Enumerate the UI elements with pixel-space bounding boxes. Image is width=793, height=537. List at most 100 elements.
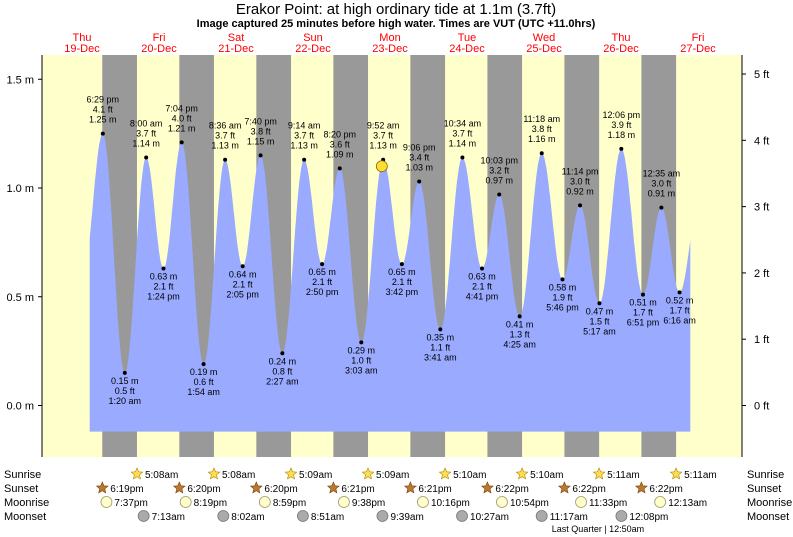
moonset-time: 7:13am bbox=[152, 512, 185, 523]
high-tide-label: 0.97 m bbox=[485, 176, 513, 186]
high-tide-point bbox=[539, 151, 544, 156]
moonset-time: 8:51am bbox=[311, 512, 344, 523]
low-tide-label: 1.7 ft bbox=[633, 308, 654, 318]
high-tide-label: 1.13 m bbox=[211, 141, 239, 151]
sunset-icon bbox=[172, 481, 186, 494]
low-tide-label: 0.41 m bbox=[506, 319, 534, 329]
high-tide-label: 1.13 m bbox=[369, 141, 397, 151]
low-tide-label: 6:51 pm bbox=[627, 318, 660, 328]
sunrise-icon bbox=[361, 467, 375, 480]
high-tide-label: 1.03 m bbox=[405, 162, 433, 172]
low-tide-label: 0.52 m bbox=[666, 295, 694, 305]
moonset-time: 12:08pm bbox=[629, 512, 668, 523]
high-tide-label: 1.15 m bbox=[247, 136, 275, 146]
high-tide-point bbox=[100, 131, 105, 136]
low-tide-label: 0.65 m bbox=[388, 267, 416, 277]
moonrise-icon bbox=[575, 496, 587, 508]
high-tide-point bbox=[460, 155, 465, 160]
low-tide-label: 0.19 m bbox=[190, 367, 218, 377]
low-tide-point bbox=[560, 277, 565, 282]
high-tide-label: 8:20 pm bbox=[323, 129, 356, 139]
low-tide-label: 1:24 pm bbox=[147, 291, 180, 301]
high-tide-label: 12:06 pm bbox=[603, 110, 641, 120]
sunset-icon bbox=[557, 481, 571, 494]
day-labels: Thu19-DecFri20-DecSat21-DecSun22-DecMon2… bbox=[64, 32, 716, 55]
high-tide-label: 3.8 ft bbox=[251, 126, 272, 136]
sunset-time: 6:20pm bbox=[187, 484, 220, 495]
moonrise-time: 7:37pm bbox=[114, 498, 147, 509]
high-tide-label: 11:18 am bbox=[523, 114, 560, 124]
day-date-label: 22-Dec bbox=[295, 43, 331, 55]
low-tide-label: 0.47 m bbox=[586, 306, 614, 316]
low-tide-point bbox=[161, 266, 166, 271]
high-tide-label: 1.14 m bbox=[132, 139, 160, 149]
day-name-label: Thu bbox=[612, 32, 631, 44]
high-tide-point bbox=[179, 140, 184, 145]
high-tide-label: 1.14 m bbox=[449, 139, 477, 149]
high-tide-label: 1.25 m bbox=[89, 115, 117, 125]
high-tide-label: 11:14 pm bbox=[562, 166, 599, 176]
low-tide-label: 1.5 ft bbox=[589, 316, 610, 326]
sunrise-time: 5:09am bbox=[376, 470, 409, 481]
sunset-time: 6:22pm bbox=[649, 484, 682, 495]
moonrise-icon bbox=[417, 496, 429, 508]
low-tide-point bbox=[399, 262, 404, 267]
high-tide-point bbox=[659, 205, 664, 210]
low-tide-label: 0.15 m bbox=[111, 376, 139, 386]
high-tide-label: 9:14 am bbox=[288, 121, 321, 131]
low-tide-label: 0.6 ft bbox=[194, 377, 215, 387]
low-tide-point bbox=[201, 362, 206, 367]
day-date-label: 21-Dec bbox=[218, 43, 254, 55]
low-tide-label: 3:42 pm bbox=[386, 287, 419, 297]
day-name-label: Mon bbox=[379, 32, 400, 44]
low-tide-point bbox=[677, 290, 682, 295]
high-tide-point bbox=[337, 166, 342, 171]
moonrise-time: 8:19pm bbox=[194, 498, 227, 509]
high-tide-label: 3.0 ft bbox=[570, 176, 591, 186]
moonrise-time: 12:13am bbox=[668, 498, 707, 509]
moonrise-icon bbox=[338, 496, 350, 508]
right-axis-tick-label: 1 ft bbox=[754, 334, 769, 346]
moonrise-icon bbox=[100, 496, 113, 508]
sunrise-time: 5:10am bbox=[530, 470, 563, 481]
moonset-icon bbox=[535, 510, 548, 522]
high-tide-label: 3.2 ft bbox=[489, 166, 510, 176]
low-tide-label: 5:17 am bbox=[583, 326, 616, 336]
left-axis-tick-label: 1.0 m bbox=[6, 183, 34, 195]
right-axis-tick-label: 5 ft bbox=[754, 69, 769, 81]
low-tide-point bbox=[240, 264, 245, 269]
low-tide-label: 0.65 m bbox=[308, 267, 336, 277]
tide-marks: 6:29 pm4.1 ft1.25 m 0.15 m0.5 ft1:20 am 8:… bbox=[87, 95, 696, 406]
high-tide-point bbox=[258, 153, 263, 158]
sunset-icon bbox=[249, 481, 263, 494]
moonrise-icon bbox=[654, 496, 667, 508]
moon-phase-label: Last Quarter | 12:50am bbox=[552, 524, 644, 534]
low-tide-label: 1.0 ft bbox=[351, 355, 372, 365]
sunrise-time: 5:10am bbox=[453, 470, 486, 481]
high-tide-label: 8:00 am bbox=[130, 119, 163, 129]
low-tide-label: 0.24 m bbox=[269, 356, 297, 366]
high-tide-label: 3.7 ft bbox=[215, 131, 236, 141]
high-tide-label: 3.7 ft bbox=[294, 131, 315, 141]
low-tide-label: 0.63 m bbox=[468, 271, 496, 281]
high-tide-label: 1.21 m bbox=[168, 123, 196, 133]
moonset-time: 11:17am bbox=[550, 512, 588, 523]
day-date-label: 26-Dec bbox=[603, 43, 639, 55]
day-name-label: Fri bbox=[153, 32, 166, 44]
moonrise-row-label-right: Moonrise bbox=[747, 497, 792, 509]
low-tide-label: 1.7 ft bbox=[670, 305, 691, 315]
sunset-time: 6:20pm bbox=[264, 484, 297, 495]
moonset-time: 9:39am bbox=[390, 512, 423, 523]
moonset-icon bbox=[217, 510, 230, 522]
moonset-row-label-right: Moonset bbox=[747, 511, 789, 523]
high-tide-label: 7:40 pm bbox=[244, 116, 277, 126]
day-name-label: Wed bbox=[533, 32, 555, 44]
low-tide-point bbox=[359, 340, 364, 345]
low-tide-label: 2.1 ft bbox=[233, 279, 254, 289]
low-tide-label: 1.9 ft bbox=[552, 292, 573, 302]
sunset-row-label-left: Sunset bbox=[4, 483, 38, 495]
right-axis-tick-label: 2 ft bbox=[754, 268, 769, 280]
high-tide-label: 3.7 ft bbox=[373, 131, 394, 141]
moonrise-time: 9:38pm bbox=[352, 498, 385, 509]
